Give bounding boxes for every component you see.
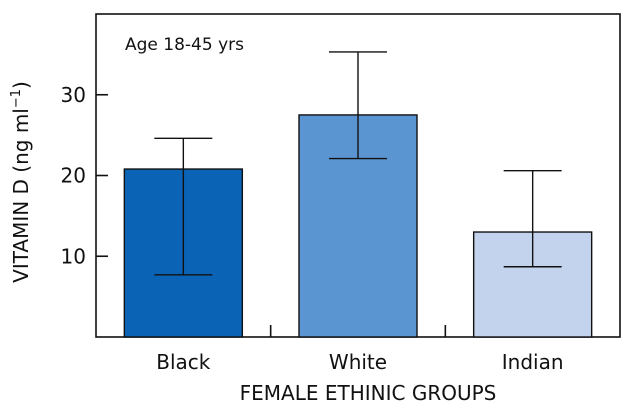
x-tick-label-white: White <box>329 350 387 374</box>
x-axis-title: FEMALE ETHINIC GROUPS <box>240 381 497 405</box>
error-bars <box>154 51 562 276</box>
x-tick-label-indian: Indian <box>502 350 564 374</box>
age-annotation: Age 18-45 yrs <box>125 35 244 55</box>
y-axis-title-suffix: ) <box>9 81 33 89</box>
y-tick-label-30: 30 <box>61 83 86 107</box>
y-tick-label-20: 20 <box>61 164 86 188</box>
y-axis-title-main: VITAMIN D (ng ml <box>9 108 33 283</box>
y-axis-title: VITAMIN D (ng ml−1) <box>9 81 33 283</box>
y-tick-label-10: 10 <box>61 244 86 268</box>
labels: Age 18-45 yrs FEMALE ETHINIC GROUPS VITA… <box>9 35 564 405</box>
x-tick-label-black: Black <box>156 350 211 374</box>
y-axis-title-superscript: −1 <box>9 89 24 108</box>
